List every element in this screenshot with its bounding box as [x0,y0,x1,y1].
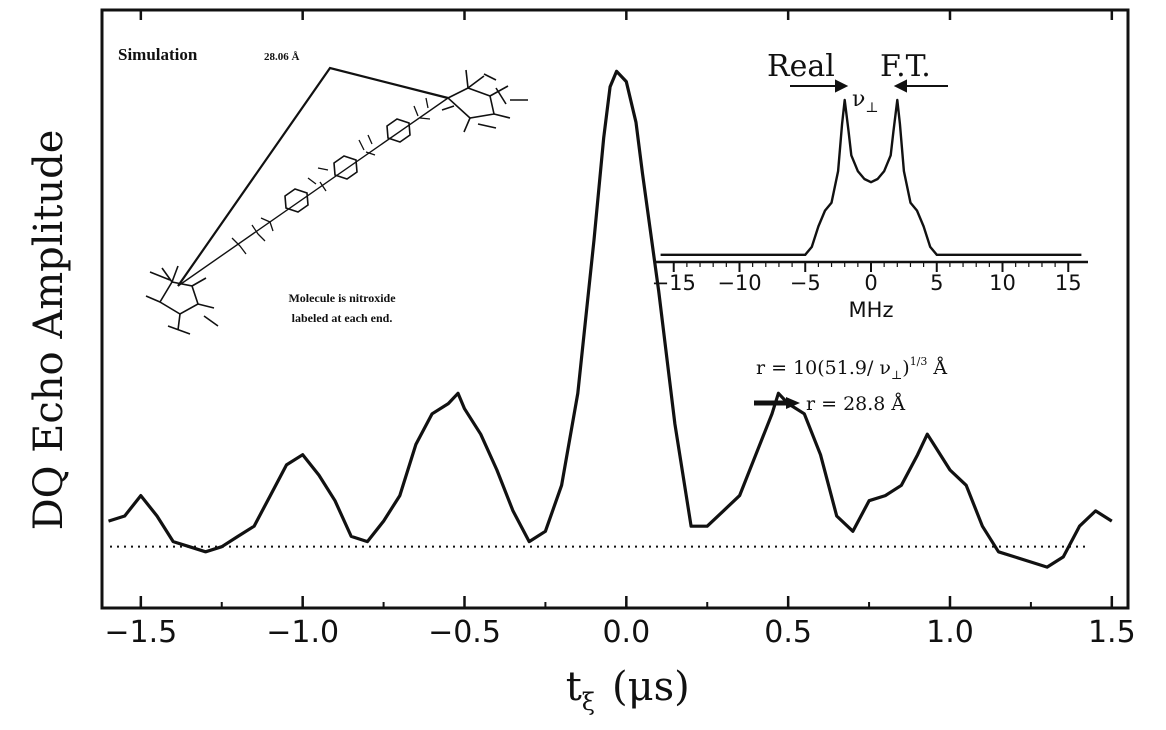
nitroxide-group-left [145,265,219,335]
x-tick-label: 0.0 [602,615,650,650]
molecule-note-line1: Molecule is nitroxide [288,291,396,305]
x-axis-label-unit: (μs) [612,664,690,710]
ft-x-tick-label: −5 [790,271,821,295]
x-tick-label: −1.5 [104,615,177,650]
molecule-note-line2: labeled at each end. [292,311,393,325]
series-line-dq-echo [108,69,1113,569]
result-annotation: r = 28.8 Å [806,393,905,415]
nitroxide-group-right [441,69,528,133]
svg-text:tξ: tξ [566,664,595,716]
peak-width-arrows [790,79,948,93]
distance-line [177,66,449,287]
peak-width-label-sub: ⊥ [865,100,878,116]
result-arrow [754,397,800,409]
formula-sub: ⊥ [891,368,902,382]
molecule-bonds [231,97,431,255]
x-tick-label: −1.0 [266,615,339,650]
x-tick-label: 1.0 [926,615,974,650]
ft-inset-title-ft: F.T. [880,49,931,84]
series-line-ft-spectrum [660,98,1082,256]
peak-width-label: ν⊥ [852,87,879,116]
formula-part-b: Å [927,357,947,379]
ft-inset-xlabel: MHz [849,298,894,322]
x-tick-label: −0.5 [428,615,501,650]
x-axis-label-main: t [566,664,582,710]
molecule-backbone [177,97,449,287]
formula-annotation: r = 10(51.9/ ν⊥)1/3 Å [756,355,947,382]
benzene-rings [284,118,411,213]
x-axis-ticks [139,10,1114,608]
ft-x-tick-label: 10 [989,271,1016,295]
ft-inset-ticks [672,262,1070,272]
ft-x-tick-label: −15 [652,271,696,295]
x-axis-label-sub: ξ [582,688,595,716]
formula-sup: 1/3 [910,355,928,368]
peak-width-label-main: ν [852,87,865,112]
formula-part-a: r = 10(51.9/ ν [756,357,891,379]
y-axis-label: DQ Echo Amplitude [26,130,72,531]
ft-inset-tick-labels: −15 −10 −5 0 5 10 15 [652,271,1082,295]
x-tick-label: 1.5 [1088,615,1136,650]
ft-x-tick-label: 5 [930,271,943,295]
ft-x-tick-label: 15 [1055,271,1082,295]
simulation-label: Simulation [118,45,198,64]
x-tick-label: 0.5 [764,615,812,650]
formula-close: ) [902,357,909,379]
ft-x-tick-label: 0 [864,271,877,295]
molecule-illustration [145,66,528,335]
x-axis-label: tξ (μs) [566,664,690,716]
x-axis-tick-labels: −1.5 −1.0 −0.5 0.0 0.5 1.0 1.5 [104,615,1135,650]
distance-label: 28.06 Å [264,51,300,63]
ft-x-tick-label: −10 [717,271,761,295]
plot-frame [100,8,1130,610]
ft-inset-title-real: Real [767,49,835,84]
ft-inset: −15 −10 −5 0 5 10 15 MHz Real F.T. ν⊥ [652,49,1088,322]
